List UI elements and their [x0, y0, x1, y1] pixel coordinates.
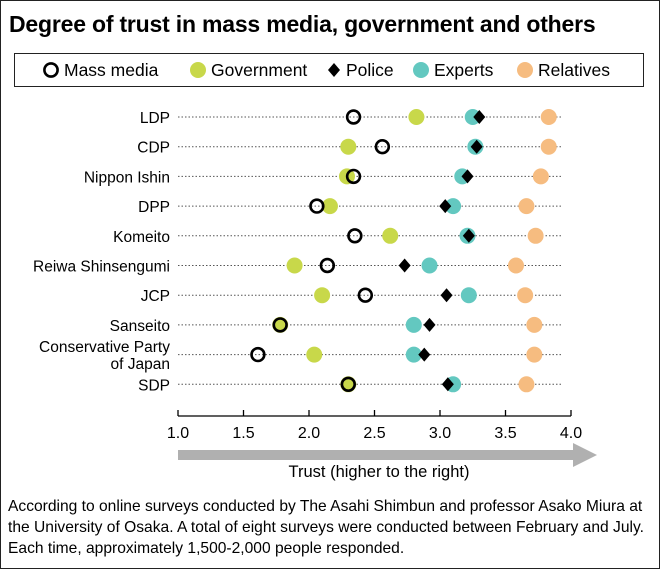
- mass_media-point: [345, 168, 362, 185]
- mass_media-point: [357, 287, 374, 303]
- government-point: [340, 138, 357, 155]
- mass_media-point: [347, 228, 363, 244]
- dot-marker-icon: [190, 62, 206, 78]
- experts-point: [405, 346, 422, 363]
- dot-plot: LDP CDP Nippon Ishin DPP Komeito Reiwa Shinse…: [33, 109, 597, 481]
- legend: Mass media Government Police Experts Rel…: [14, 53, 644, 87]
- government-point: [321, 198, 338, 215]
- experts-point: [421, 257, 438, 274]
- experts-point: [460, 287, 477, 304]
- mass_media-point: [250, 346, 266, 363]
- relatives-point: [518, 376, 535, 393]
- police-point: [440, 288, 453, 303]
- x-tick-label: 1.0: [167, 425, 189, 442]
- category-label: CDP: [137, 140, 170, 157]
- x-tick-label: 3.0: [429, 425, 451, 442]
- x-tick-label: 4.0: [560, 425, 582, 442]
- direction-arrow-head: [573, 443, 597, 467]
- x-tick-label: 1.5: [232, 425, 254, 442]
- mass_media-point: [319, 257, 336, 274]
- experts-point: [405, 316, 422, 333]
- relatives-point: [517, 287, 534, 304]
- x-tick-label: 2.0: [298, 425, 320, 442]
- category-label: Nippon Ishin: [84, 169, 170, 186]
- experts-point: [445, 198, 462, 215]
- legend-item-police: Police: [325, 59, 394, 81]
- dot-marker-icon: [517, 62, 533, 78]
- mass_media-point: [309, 198, 325, 214]
- category-label: DPP: [138, 199, 170, 216]
- mass_media-point: [340, 376, 356, 392]
- dot-marker-icon: [413, 62, 429, 78]
- police-point: [462, 228, 475, 243]
- source-footnote: According to online surveys conducted by…: [8, 498, 644, 557]
- legend-label: Relatives: [538, 59, 610, 80]
- legend-label: Mass media: [64, 59, 159, 80]
- category-label: of Japan: [111, 356, 170, 373]
- police-point: [418, 347, 431, 362]
- government-point: [408, 109, 425, 125]
- relatives-point: [527, 227, 544, 244]
- police-point: [473, 110, 486, 124]
- legend-label: Government: [211, 59, 308, 80]
- police-point: [461, 169, 474, 184]
- relatives-point: [526, 316, 543, 333]
- legend-item-mass-media: Mass media: [41, 59, 158, 81]
- police-point: [423, 317, 436, 332]
- category-label: Reiwa Shinsengumi: [33, 259, 170, 276]
- government-point: [286, 257, 303, 274]
- police-point: [398, 258, 411, 273]
- police-point: [441, 377, 454, 392]
- police-point: [439, 199, 452, 214]
- diamond-marker-icon: [328, 63, 340, 77]
- government-point: [306, 346, 323, 363]
- x-axis-title: Trust (higher to the right): [289, 463, 470, 481]
- police-point: [470, 139, 483, 154]
- relatives-point: [540, 138, 557, 155]
- legend-item-relatives: Relatives: [515, 59, 610, 81]
- mass_media-point: [374, 139, 391, 155]
- category-label: JCP: [141, 288, 170, 305]
- legend-item-experts: Experts: [411, 59, 493, 81]
- ring-marker-icon: [43, 62, 59, 78]
- category-label: Conservative Party: [39, 339, 170, 356]
- government-point: [382, 227, 399, 244]
- mass_media-point: [345, 109, 362, 125]
- category-label: Komeito: [113, 229, 170, 246]
- category-label: SDP: [138, 377, 170, 394]
- legend-label: Experts: [434, 59, 494, 80]
- legend-label: Police: [346, 59, 394, 80]
- x-tick-label: 3.5: [494, 425, 516, 442]
- relatives-point: [518, 198, 535, 215]
- relatives-point: [507, 257, 524, 274]
- category-label: Sanseito: [110, 318, 170, 335]
- chart-title: Degree of trust in mass media, governmen…: [9, 11, 596, 37]
- legend-item-government: Government: [188, 59, 307, 81]
- x-tick-label: 2.5: [363, 425, 385, 442]
- relatives-point: [532, 168, 549, 185]
- direction-arrow-shaft: [178, 450, 575, 460]
- government-point: [314, 287, 331, 304]
- category-label: LDP: [140, 110, 170, 127]
- relatives-point: [526, 346, 543, 363]
- mass_media-point: [272, 317, 288, 333]
- relatives-point: [540, 109, 557, 125]
